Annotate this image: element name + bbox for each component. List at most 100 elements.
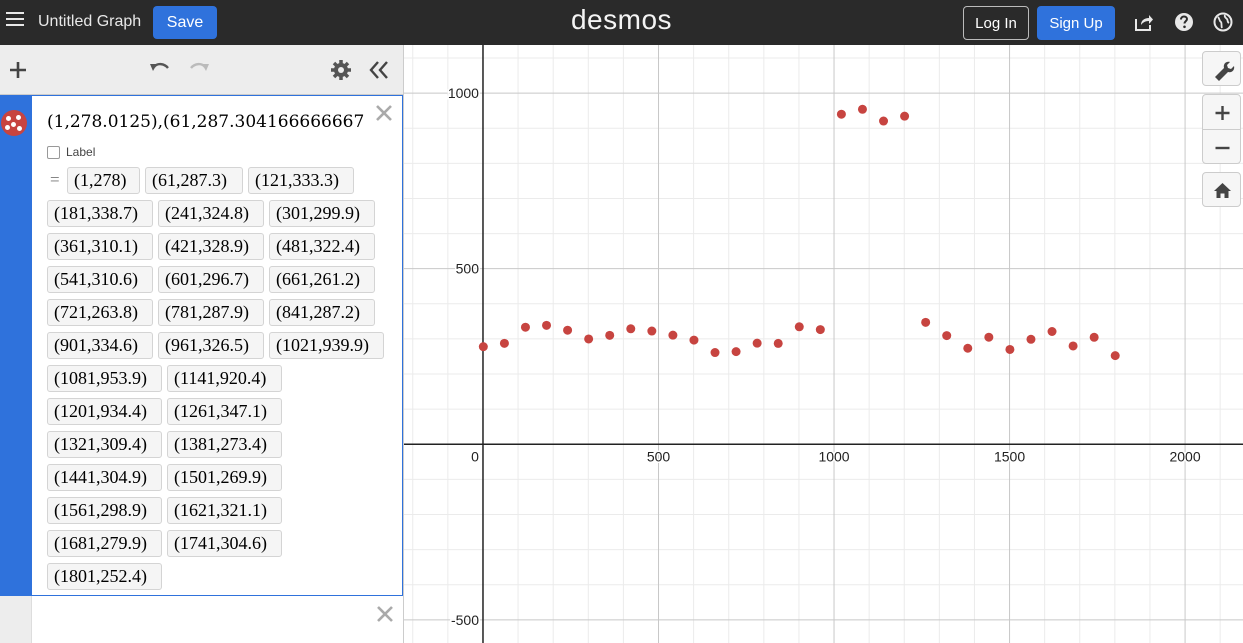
y-tick-label: -500 (451, 612, 479, 628)
zoom-controls (1202, 94, 1241, 164)
point-chip[interactable]: (1501,269.9) (167, 464, 282, 491)
point-chip[interactable]: (1081,953.9) (47, 365, 162, 392)
data-point[interactable] (1005, 344, 1015, 354)
data-point[interactable] (773, 338, 783, 348)
expression-item[interactable]: (1,278.0125),(61,287.304166666667 Label … (0, 95, 403, 596)
point-chip[interactable]: (181,338.7) (47, 200, 153, 227)
data-point[interactable] (879, 116, 889, 126)
expression-tab[interactable] (0, 95, 32, 596)
save-button[interactable]: Save (153, 6, 217, 39)
point-chip[interactable]: (841,287.2) (269, 299, 375, 326)
graph-title[interactable]: Untitled Graph (38, 13, 142, 30)
data-point[interactable] (542, 320, 552, 330)
menu-icon[interactable] (6, 12, 24, 30)
data-point[interactable] (647, 326, 657, 336)
point-chip[interactable]: (541,310.6) (47, 266, 153, 293)
data-point[interactable] (857, 104, 867, 114)
data-point[interactable] (520, 322, 530, 332)
y-tick-label: 1000 (448, 85, 479, 101)
data-point[interactable] (731, 347, 741, 357)
label-toggle[interactable]: Label (47, 144, 95, 160)
data-point[interactable] (668, 330, 678, 340)
point-chip[interactable]: (1621,321.1) (167, 497, 282, 524)
data-point[interactable] (499, 338, 509, 348)
data-point[interactable] (710, 348, 720, 358)
data-point[interactable] (1110, 351, 1120, 361)
point-chip[interactable]: (1321,309.4) (47, 431, 162, 458)
data-point[interactable] (984, 332, 994, 342)
point-chip[interactable]: (421,328.9) (158, 233, 264, 260)
point-chip[interactable]: (1561,298.9) (47, 497, 162, 524)
equals-sign: = (50, 170, 60, 189)
point-chip[interactable]: (901,334.6) (47, 332, 153, 359)
point-style-icon[interactable] (1, 110, 27, 136)
point-chip[interactable]: (1261,347.1) (167, 398, 282, 425)
graph-settings-button[interactable] (1202, 51, 1241, 86)
data-point[interactable] (1068, 341, 1078, 351)
data-point[interactable] (921, 317, 931, 327)
data-point[interactable] (1089, 332, 1099, 342)
redo-icon[interactable] (186, 57, 212, 83)
point-chip[interactable]: (601,296.7) (158, 266, 264, 293)
signup-button[interactable]: Sign Up (1037, 6, 1115, 40)
help-icon[interactable] (1173, 11, 1195, 33)
settings-gear-icon[interactable] (328, 57, 354, 83)
point-chip[interactable]: (481,322.4) (269, 233, 375, 260)
login-button[interactable]: Log In (963, 6, 1029, 40)
data-point[interactable] (942, 331, 952, 341)
point-chip[interactable]: (661,261.2) (269, 266, 375, 293)
data-point[interactable] (836, 109, 846, 119)
point-chip[interactable]: (61,287.3) (145, 167, 243, 194)
point-chip[interactable]: (721,263.8) (47, 299, 153, 326)
point-chip[interactable]: (1801,252.4) (47, 563, 162, 590)
data-point[interactable] (1047, 326, 1057, 336)
expression-input[interactable]: (1,278.0125),(61,287.304166666667 (47, 112, 365, 132)
delete-expression-2-icon[interactable] (374, 603, 396, 625)
zoom-in-icon[interactable] (1203, 95, 1242, 130)
home-icon (1214, 183, 1231, 198)
expression-tab-2[interactable] (0, 596, 32, 643)
label-checkbox[interactable] (47, 145, 60, 159)
data-point[interactable] (584, 334, 594, 344)
undo-icon[interactable] (147, 57, 173, 83)
data-point[interactable] (752, 338, 762, 348)
point-chip[interactable]: (361,310.1) (47, 233, 153, 260)
point-chip[interactable]: (121,333.3) (248, 167, 354, 194)
zoom-out-icon[interactable] (1203, 130, 1242, 165)
globe-icon[interactable] (1212, 11, 1234, 33)
point-chip[interactable]: (1141,920.4) (167, 365, 282, 392)
add-expression-icon[interactable] (5, 57, 31, 83)
data-point[interactable] (563, 325, 573, 335)
share-icon[interactable] (1133, 11, 1155, 33)
delete-expression-icon[interactable] (373, 102, 395, 124)
home-button[interactable] (1202, 172, 1241, 207)
point-chip[interactable]: (301,299.9) (269, 200, 375, 227)
point-chip[interactable]: (1381,273.4) (167, 431, 282, 458)
expression-toolbar (0, 45, 403, 95)
data-point[interactable] (689, 335, 699, 345)
point-chip[interactable]: (1,278) (67, 167, 140, 194)
data-point[interactable] (963, 343, 973, 353)
data-point[interactable] (605, 330, 615, 340)
data-point[interactable] (478, 342, 488, 352)
data-point[interactable] (1026, 334, 1036, 344)
point-chip[interactable]: (1021,939.9) (269, 332, 384, 359)
point-chip[interactable]: (781,287.9) (158, 299, 264, 326)
point-chip[interactable]: (1681,279.9) (47, 530, 162, 557)
point-chip[interactable]: (1741,304.6) (167, 530, 282, 557)
top-bar: Untitled Graph Save desmos Log In Sign U… (0, 0, 1243, 45)
point-chip[interactable]: (1441,304.9) (47, 464, 162, 491)
graph-canvas[interactable]: 0 500 1000 1500 2000 1000 500 -500 (404, 45, 1243, 643)
collapse-panel-icon[interactable] (366, 57, 392, 83)
point-chip[interactable]: (1201,934.4) (47, 398, 162, 425)
x-tick-label: 1500 (994, 448, 1025, 464)
data-point[interactable] (900, 111, 910, 121)
data-point[interactable] (626, 324, 636, 334)
data-point[interactable] (815, 325, 825, 335)
expression-panel: (1,278.0125),(61,287.304166666667 Label … (0, 45, 404, 643)
empty-expression-item[interactable] (0, 596, 403, 643)
point-chip[interactable]: (241,324.8) (158, 200, 264, 227)
x-tick-label: 1000 (818, 448, 849, 464)
data-point[interactable] (794, 322, 804, 332)
point-chip[interactable]: (961,326.5) (158, 332, 264, 359)
